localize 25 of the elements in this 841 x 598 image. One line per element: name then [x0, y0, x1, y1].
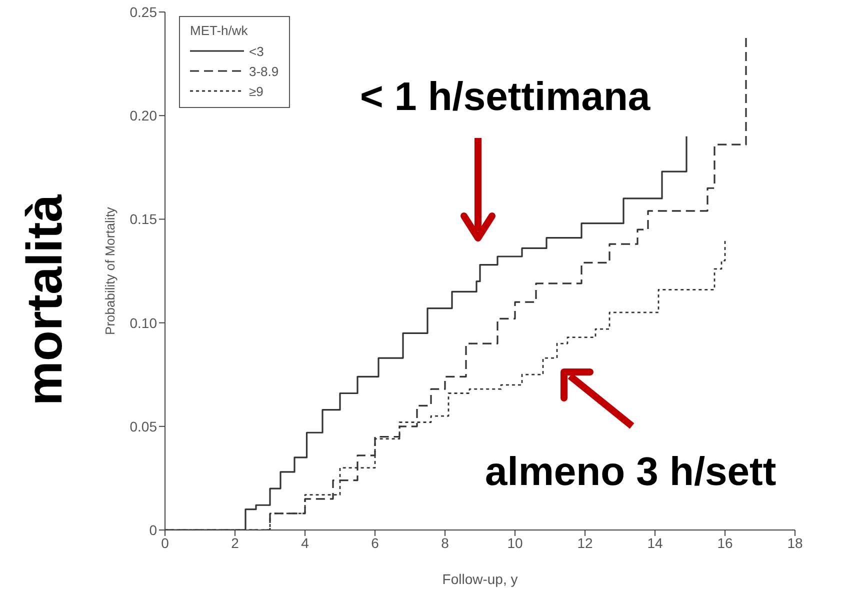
annotation: < 1 h/settimana	[360, 75, 650, 120]
y-tick-label: 0.20	[130, 108, 158, 124]
y-axis-title: Probability of Mortality	[102, 206, 118, 335]
x-tick-label: 6	[371, 534, 380, 551]
legend-label: <3	[249, 44, 264, 58]
y-tick-label: 0.25	[130, 4, 158, 20]
y-tick-label: 0.15	[130, 211, 158, 228]
x-tick-label: 12	[577, 534, 593, 551]
legend-label: 3-8.9	[249, 64, 279, 78]
x-tick-label: 0	[161, 534, 170, 551]
x-axis-title: Follow-up, y	[442, 571, 518, 587]
y-tick-label: 0.05	[130, 418, 158, 434]
x-tick-label: 2	[231, 534, 240, 551]
text: mortalità	[16, 194, 74, 406]
x-tick-label: 4	[301, 534, 310, 551]
y-tick-label: 0.10	[130, 314, 158, 331]
annotation: almeno 3 h/sett	[485, 450, 776, 495]
legend-label: ≥9	[249, 84, 264, 98]
x-tick-label: 8	[441, 534, 450, 551]
x-tick-label: 10	[507, 534, 523, 551]
x-tick-label: 14	[647, 534, 663, 551]
x-tick-label: 16	[717, 534, 733, 551]
y-tick-label: 0	[149, 522, 158, 538]
x-tick-label: 18	[787, 534, 803, 551]
legend-title: MET-h/wk	[190, 23, 249, 38]
